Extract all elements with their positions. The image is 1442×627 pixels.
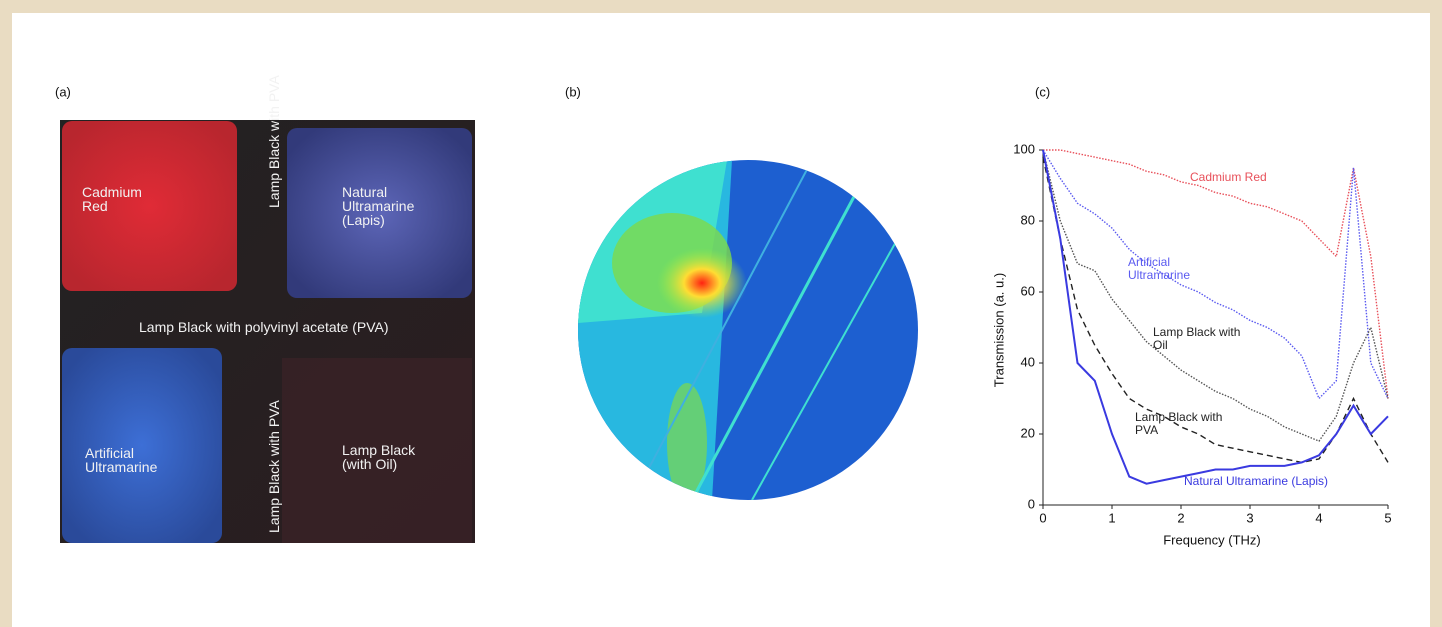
series-label: Lamp Black with PVA [1135,411,1225,437]
page: (a) (b) (c) Frequency (THz) Transmission… [0,0,1442,627]
series-label: Lamp Black with Oil [1153,326,1243,352]
series-label: Artificial Ultramarine [1128,256,1218,282]
image-b [578,160,918,503]
x-tick-label: 5 [1384,510,1391,525]
y-tick-label: 20 [1021,425,1035,440]
pigment-label: Lamp Black (with Oil) [342,443,422,471]
y-tick-label: 60 [1021,283,1035,298]
figure: (a) (b) (c) Frequency (THz) Transmission… [12,13,1430,627]
series-label: Cadmium Red [1190,171,1350,184]
pigment-label: Artificial Ultramarine [85,446,180,474]
pigment-label: Lamp Black with polyvinyl acetate (PVA) [139,320,389,334]
pigment-label: Lamp Black with PVA [267,58,281,208]
series-label: Natural Ultramarine (Lapis) [1184,475,1334,488]
y-tick-label: 40 [1021,354,1035,369]
panel-label: (a) [55,84,71,99]
y-axis-title: Transmission (a. u.) [991,273,1006,387]
panel-label: (b) [565,84,581,99]
x-tick-label: 1 [1108,510,1115,525]
y-tick-label: 100 [1013,141,1035,156]
y-tick-label: 80 [1021,212,1035,227]
y-tick-label: 0 [1028,496,1035,511]
pigment-label: Lamp Black with PVA [267,400,281,533]
panel-label: (c) [1035,84,1050,99]
x-tick-label: 2 [1177,510,1184,525]
series-line [1043,150,1388,441]
x-axis-title: Frequency (THz) [1163,532,1261,547]
pigment-label: Cadmium Red [82,185,152,213]
x-tick-label: 0 [1039,510,1046,525]
pigment-label: Natural Ultramarine (Lapis) [342,185,417,227]
x-tick-label: 4 [1315,510,1322,525]
x-tick-label: 3 [1246,510,1253,525]
